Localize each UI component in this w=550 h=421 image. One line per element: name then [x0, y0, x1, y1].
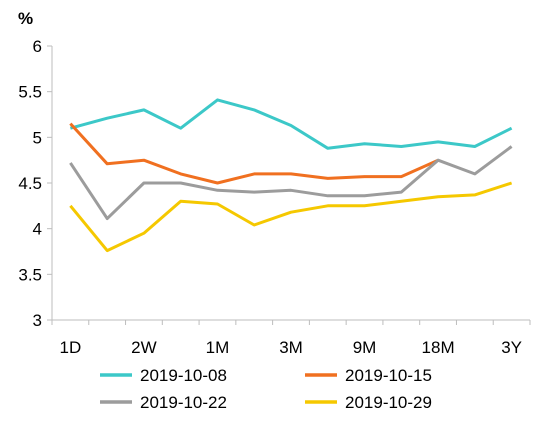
x-tick-label: 3M: [279, 338, 303, 357]
x-tick-label: 2W: [131, 338, 157, 357]
series-lines: [69, 98, 513, 253]
x-tick-label: 9M: [353, 338, 377, 357]
y-tick-label: 3.5: [18, 265, 42, 284]
legend-label: 2019-10-08: [140, 366, 227, 385]
series-line-4: [69, 181, 513, 253]
series-line-1: [70, 98, 513, 150]
x-tick-labels: 1D 2W 1M 3M 9M 18M 3Y: [51, 320, 531, 357]
y-tick-label: 6: [33, 37, 42, 56]
legend-label: 2019-10-15: [345, 366, 432, 385]
x-tick-label: 18M: [422, 338, 455, 357]
y-tick-label: 3: [33, 311, 42, 330]
series-line-3: [69, 145, 513, 221]
x-tick-label: 1M: [206, 338, 230, 357]
y-tick-labels: 3 3.5 4 4.5 5 5.5 6: [18, 37, 52, 330]
x-tick-label: 1D: [60, 338, 82, 357]
legend: 2019-10-08 2019-10-15 2019-10-22 2019-10-29: [100, 366, 432, 412]
y-tick-label: 4.5: [18, 174, 42, 193]
legend-label: 2019-10-29: [345, 393, 432, 412]
series-line-2: [69, 122, 439, 185]
x-tick-label: 3Y: [501, 338, 522, 357]
legend-label: 2019-10-22: [140, 393, 227, 412]
y-tick-label: 5.5: [18, 83, 42, 102]
y-tick-label: 4: [33, 220, 42, 239]
axes: [51, 46, 530, 321]
y-tick-label: 5: [33, 128, 42, 147]
y-unit-label: %: [18, 9, 33, 28]
